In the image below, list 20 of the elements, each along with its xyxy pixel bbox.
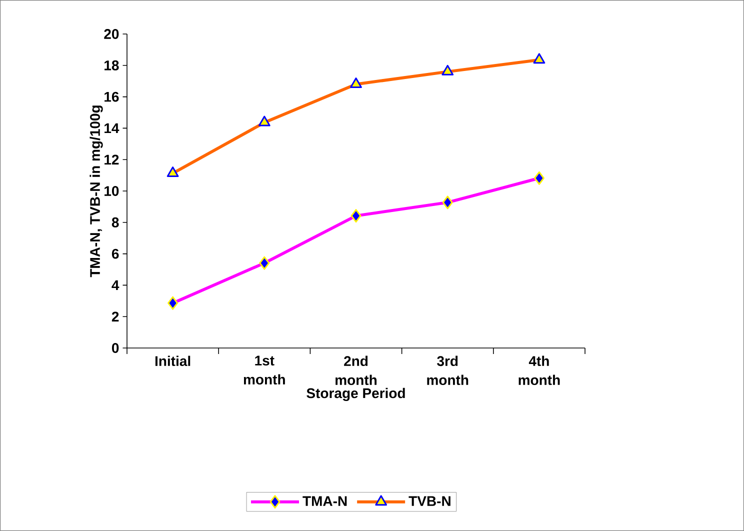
legend-label: TMA-N bbox=[302, 496, 347, 506]
x-tick-label: 2nd month bbox=[336, 356, 377, 386]
x-tick-label: 4th month bbox=[518, 356, 560, 386]
x-tick-label: 1st month bbox=[244, 356, 285, 385]
y-axis-title: TMA-N, TVB-N in mg/100g bbox=[90, 106, 103, 278]
y-tick-label: 18 bbox=[104, 60, 119, 70]
y-tick-label: 12 bbox=[104, 154, 119, 164]
y-tick-label: 6 bbox=[112, 248, 119, 259]
y-tick-label: 14 bbox=[104, 123, 120, 134]
y-tick-label: 16 bbox=[104, 92, 119, 102]
x-tick-label: Initial bbox=[155, 356, 190, 366]
y-tick-label: 10 bbox=[104, 186, 119, 196]
y-tick-label: 2 bbox=[112, 312, 119, 322]
y-tick-label: 8 bbox=[112, 217, 119, 228]
y-tick-label: 0 bbox=[112, 343, 119, 353]
y-tick-label: 4 bbox=[112, 280, 120, 290]
x-tick-label: 3rd month bbox=[427, 356, 468, 386]
y-tick-label: 20 bbox=[104, 29, 119, 39]
x-axis-title: Storage Period bbox=[306, 388, 405, 402]
legend-label: TVB-N bbox=[408, 496, 450, 506]
